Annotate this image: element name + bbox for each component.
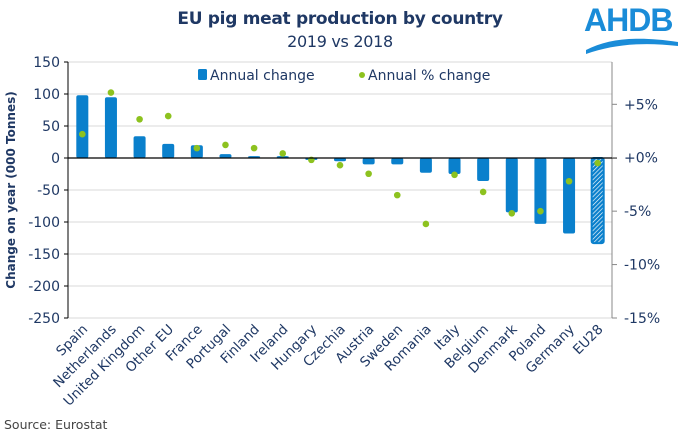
bar-belgium bbox=[477, 158, 490, 182]
bar-portugal bbox=[219, 154, 232, 158]
legend-bar-label: Annual change bbox=[210, 68, 315, 84]
y-tick-label: 0 bbox=[51, 151, 60, 167]
y-tick-label: -50 bbox=[37, 183, 60, 199]
y-axis-label: Change on year (000 Tonnes) bbox=[4, 91, 18, 288]
bar-denmark bbox=[505, 158, 518, 213]
y2-tick-label: +5% bbox=[624, 97, 658, 113]
logo-text: AHDB bbox=[584, 2, 673, 38]
dot-poland bbox=[537, 207, 544, 215]
source-note: Source: Eurostat bbox=[4, 417, 108, 432]
logo-wave-icon bbox=[586, 38, 678, 54]
dot-other-eu bbox=[164, 112, 172, 120]
dot-romania bbox=[422, 220, 430, 228]
y-tick-label: -150 bbox=[28, 247, 60, 263]
dot-portugal bbox=[222, 141, 229, 149]
dot-netherlands bbox=[107, 89, 115, 96]
dot-belgium bbox=[479, 188, 487, 196]
bar-romania bbox=[419, 158, 432, 173]
y-tick-label: -250 bbox=[28, 311, 60, 327]
dot-united-kingdom bbox=[136, 115, 143, 123]
dot-france bbox=[193, 144, 201, 152]
y2-tick-label: -5% bbox=[624, 204, 651, 220]
legend: Annual change Annual % change bbox=[198, 68, 490, 84]
y2-tick-label: -15% bbox=[624, 311, 660, 327]
legend-dot-swatch bbox=[359, 72, 365, 78]
y-tick-label: 100 bbox=[33, 87, 60, 103]
chart-subtitle: 2019 vs 2018 bbox=[287, 32, 393, 51]
dot-czechia bbox=[336, 161, 344, 169]
bars bbox=[76, 95, 605, 245]
bar-sweden bbox=[391, 158, 404, 165]
y-tick-label: -100 bbox=[28, 215, 60, 231]
dot-finland bbox=[250, 144, 258, 152]
chart-title: EU pig meat production by country bbox=[177, 9, 503, 29]
category-label: EU28 bbox=[570, 322, 606, 358]
y2-tick-label: -10% bbox=[624, 258, 660, 274]
bar-netherlands bbox=[104, 97, 117, 158]
bar-germany bbox=[563, 158, 576, 234]
dot-ireland bbox=[279, 150, 287, 157]
dot-germany bbox=[565, 177, 573, 185]
axes bbox=[64, 61, 617, 319]
legend-bar-swatch bbox=[198, 69, 207, 80]
y-tick-label: 50 bbox=[42, 119, 60, 135]
dot-sweden bbox=[393, 191, 401, 199]
bar-eu28 bbox=[590, 157, 605, 245]
dot-denmark bbox=[508, 209, 516, 217]
bar-poland bbox=[534, 158, 547, 224]
dot-spain bbox=[79, 130, 86, 138]
y2-tick-label: +0% bbox=[624, 151, 658, 167]
y-tick-labels: 150 100 50 0 -50 -100 -150 -200 -250 bbox=[28, 55, 60, 327]
gridlines bbox=[68, 61, 612, 319]
y-tick-label: -200 bbox=[28, 279, 60, 295]
ahdb-logo: AHDB bbox=[584, 2, 680, 54]
y-tick-label: 150 bbox=[33, 55, 60, 71]
dots bbox=[79, 89, 601, 228]
dot-italy bbox=[451, 171, 458, 179]
bar-united-kingdom bbox=[133, 136, 146, 158]
bar-italy bbox=[448, 158, 461, 174]
bar-austria bbox=[362, 158, 375, 165]
bar-czechia bbox=[333, 158, 347, 162]
legend-dot-label: Annual % change bbox=[368, 68, 490, 84]
bar-other-eu bbox=[162, 143, 175, 158]
dot-eu28 bbox=[594, 159, 601, 167]
y2-tick-labels: +5% +0% -5% -10% -15% bbox=[624, 97, 660, 327]
bar-spain bbox=[76, 95, 89, 158]
dot-austria bbox=[365, 170, 372, 178]
